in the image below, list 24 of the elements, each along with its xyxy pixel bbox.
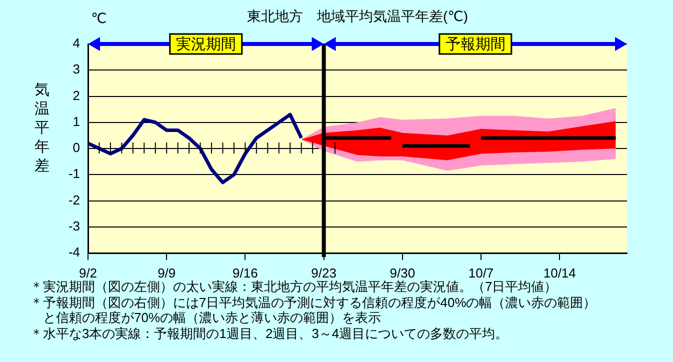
y-tick-label: -3 — [68, 218, 80, 234]
x-tick-label: 9/2 — [78, 265, 98, 280]
text: ℃ — [91, 10, 107, 26]
y-tick-label: 3 — [72, 62, 80, 77]
y-axis-title: 気温平年差 — [34, 82, 50, 175]
y-tick-label: 0 — [72, 140, 80, 156]
annotation: 実況期間 — [176, 36, 236, 53]
x-tick-label: 9/9 — [158, 265, 176, 280]
text: ＊実況期間（図の左側）の太い実線：東北地方の平均気温平年差の実況値。（7日平均値） — [30, 279, 558, 294]
x-tick-label: 9/30 — [390, 265, 416, 280]
x-tick-label: 10/14 — [543, 265, 576, 280]
chart-title: 東北地方 地域平均気温平年差(℃) — [246, 8, 468, 24]
y-tick-label: -1 — [68, 166, 80, 182]
y-tick-label: 4 — [72, 36, 80, 51]
x-tick-label: 9/23 — [311, 265, 336, 280]
y-tick-label: 1 — [72, 114, 80, 129]
y-tick-label: -2 — [68, 192, 80, 208]
x-tick-label: 10/7 — [468, 265, 494, 280]
text: ＊水平な3本の実線：予報期間の1週目、2週目、3～4週目についての多数の平均。 — [30, 326, 510, 341]
y-tick-label: 2 — [72, 88, 80, 103]
x-tick-label: 9/16 — [232, 265, 258, 280]
annotation: 予報期間 — [445, 36, 506, 53]
text: ＊予報期間（図の右側）には7日平均気温の予測に対する信頼の程度が40%の幅（濃い赤の範囲）と信頼の程度が70%の幅（濃い赤と薄い赤の範囲）を表示 — [30, 294, 598, 326]
y-tick-label: -4 — [68, 244, 80, 260]
